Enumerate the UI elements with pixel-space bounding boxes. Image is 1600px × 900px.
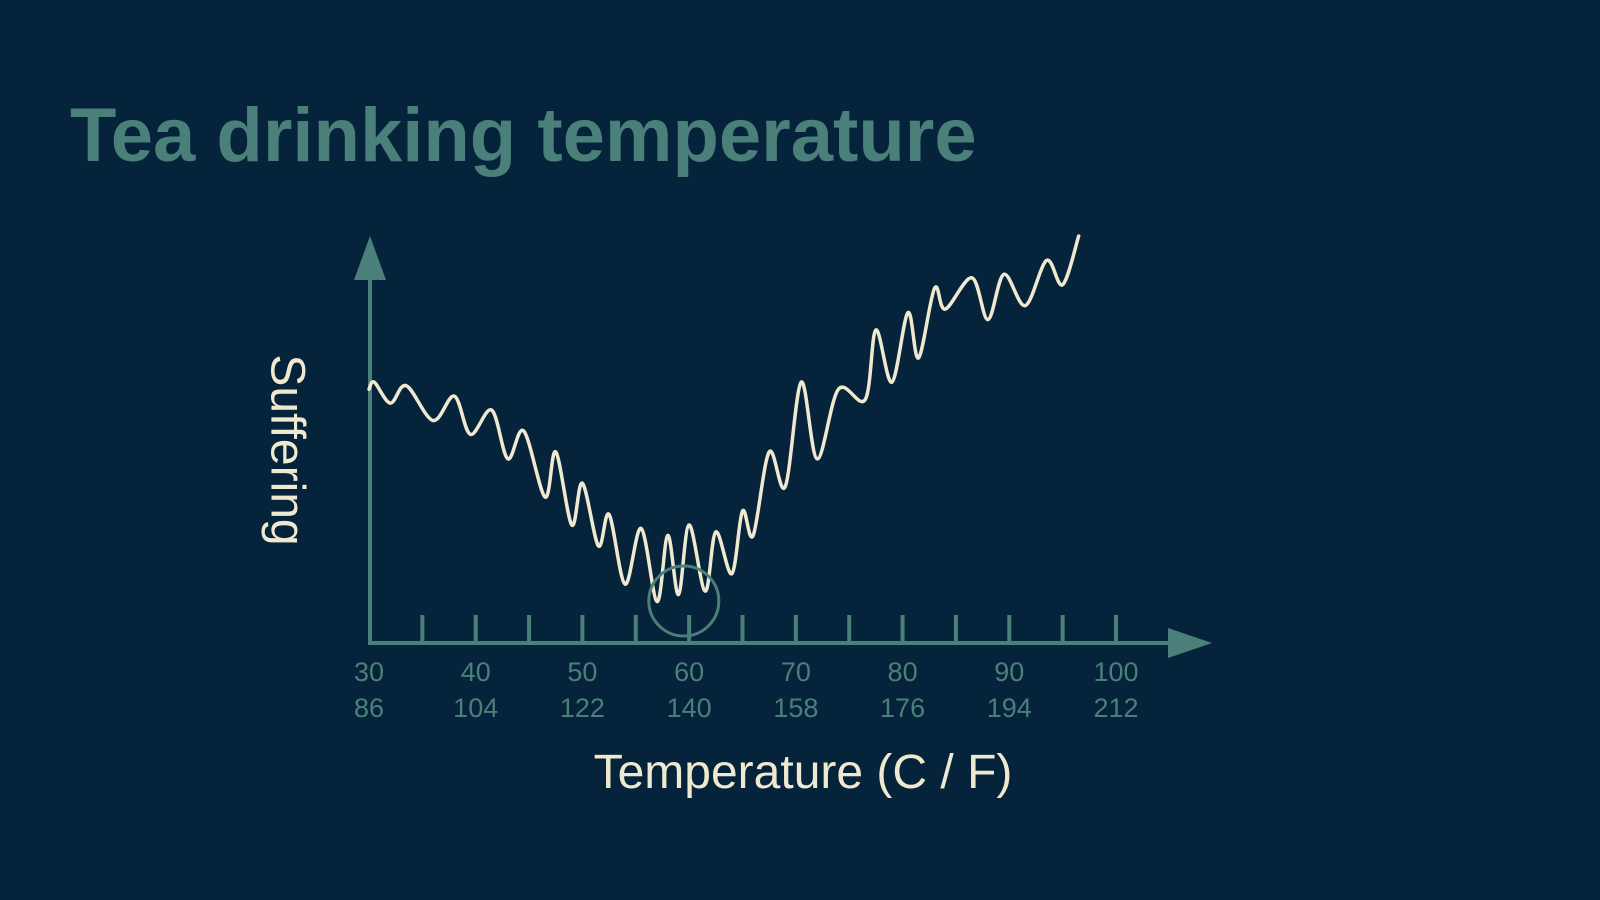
tick-label-fahrenheit: 86 — [354, 693, 384, 723]
y-axis-arrowhead — [354, 236, 386, 280]
tick-label-celsius: 70 — [781, 657, 811, 687]
tick-label-fahrenheit: 140 — [667, 693, 712, 723]
y-axis-label: Suffering — [261, 354, 314, 545]
tick-label-fahrenheit: 104 — [453, 693, 498, 723]
tick-label-celsius: 50 — [567, 657, 597, 687]
tick-label-celsius: 100 — [1093, 657, 1138, 687]
tick-label-celsius: 40 — [461, 657, 491, 687]
tick-label-celsius: 30 — [354, 657, 384, 687]
tick-label-fahrenheit: 212 — [1093, 693, 1138, 723]
x-axis-tick-labels: 30 86 40 104 50 122 60 140 70 158 80 176 90 194 100 212 — [354, 657, 1139, 723]
x-axis-ticks — [420, 615, 1118, 643]
x-axis-arrowhead — [1168, 628, 1212, 658]
optimum-marker — [647, 564, 721, 638]
tick-label-fahrenheit: 194 — [987, 693, 1032, 723]
suffering-series-line — [367, 234, 1081, 604]
tick-label-celsius: 90 — [994, 657, 1024, 687]
tick-label-fahrenheit: 158 — [773, 693, 818, 723]
tick-label-celsius: 80 — [888, 657, 918, 687]
x-axis-label: Temperature (C / F) — [594, 746, 1013, 799]
tick-label-fahrenheit: 176 — [880, 693, 925, 723]
tick-label-celsius: 60 — [674, 657, 704, 687]
page-title: Tea drinking temperature — [70, 93, 977, 178]
tick-label-fahrenheit: 122 — [560, 693, 605, 723]
axes — [354, 236, 1212, 658]
